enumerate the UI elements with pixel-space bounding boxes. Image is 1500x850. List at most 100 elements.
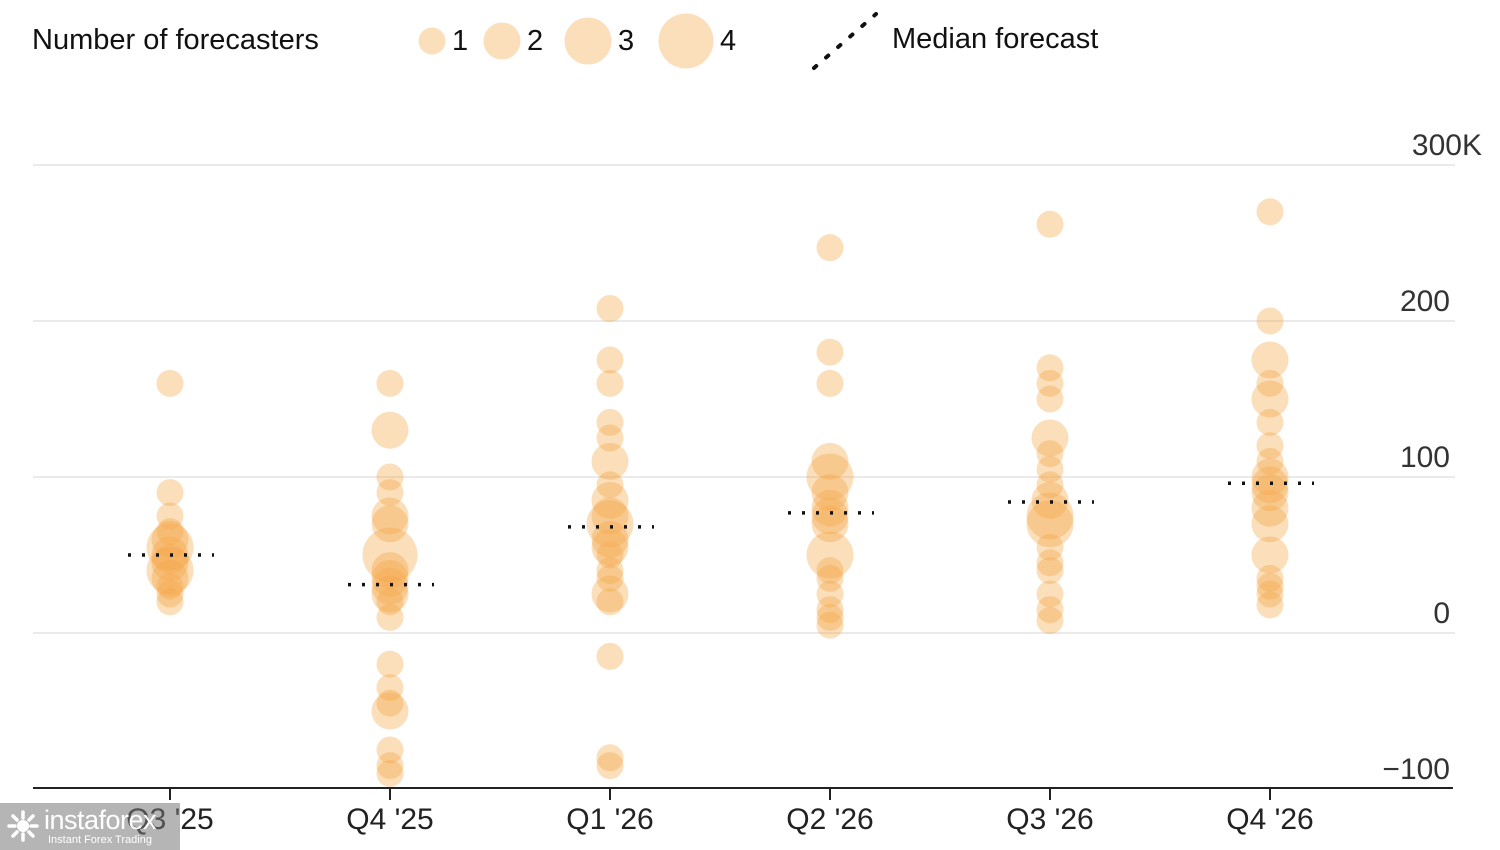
legend-median-line xyxy=(812,12,878,70)
forecast-bubble xyxy=(1256,307,1284,335)
bubble-marks xyxy=(146,198,1289,787)
forecast-bubble xyxy=(586,500,634,548)
bubble-group xyxy=(586,295,634,780)
watermark-name: instaforex xyxy=(44,805,157,835)
forecast-bubble xyxy=(816,580,844,608)
instaforex-logo-icon xyxy=(7,810,39,842)
forecast-bubble xyxy=(1251,380,1289,418)
forecast-bubble xyxy=(816,596,844,624)
forecast-bubble xyxy=(371,575,409,613)
forecast-bubble xyxy=(1256,447,1284,475)
forecast-bubble xyxy=(156,572,184,600)
legend-median-label: Median forecast xyxy=(892,23,1098,55)
forecast-bubble xyxy=(156,588,184,616)
forecast-bubble xyxy=(1026,500,1074,548)
x-tick-label: Q4 '26 xyxy=(1226,803,1313,836)
x-tick-label: Q4 '25 xyxy=(346,803,433,836)
forecast-bubble xyxy=(1036,369,1064,397)
forecast-bubble xyxy=(816,557,844,585)
forecast-bubble xyxy=(156,580,184,608)
forecast-bubble xyxy=(596,541,624,569)
forecast-bubble xyxy=(596,346,624,374)
forecast-bubble xyxy=(1036,549,1064,577)
forecast-bubble xyxy=(596,557,624,585)
forecast-bubble xyxy=(1251,505,1289,543)
legend-size-label: 2 xyxy=(527,25,543,57)
legend-median-item: Median forecast xyxy=(812,12,1098,70)
forecast-bubble xyxy=(596,588,624,616)
forecast-bubble xyxy=(151,559,189,597)
forecast-bubble xyxy=(1251,458,1289,496)
forecast-bubble xyxy=(151,520,189,558)
forecast-bubble xyxy=(1036,440,1064,468)
x-tick-label: Q1 '26 xyxy=(566,803,653,836)
forecast-bubble xyxy=(591,528,629,566)
forecast-bubble xyxy=(376,759,404,787)
x-tick-label: Q2 '26 xyxy=(786,803,873,836)
forecast-bubble xyxy=(1256,580,1284,608)
legend-size-bubble xyxy=(418,27,446,55)
forecast-bubble xyxy=(1251,536,1289,574)
forecast-bubble xyxy=(146,547,194,595)
forecast-bubble xyxy=(811,497,849,535)
bubble-group xyxy=(146,369,194,616)
forecast-bubble xyxy=(816,564,844,592)
forecast-bubble xyxy=(362,527,418,583)
legend-size-label: 3 xyxy=(618,25,634,57)
forecast-bubble xyxy=(816,338,844,366)
forecast-bubble xyxy=(371,411,409,449)
y-tick-label: 100 xyxy=(1400,441,1450,474)
watermark: instaforex Instant Forex Trading xyxy=(0,803,180,850)
forecast-bubble xyxy=(156,479,184,507)
median-markers xyxy=(128,481,1314,587)
forecast-bubble xyxy=(156,502,184,530)
forecast-bubble xyxy=(596,369,624,397)
legend-size-label: 1 xyxy=(452,25,468,57)
forecast-bubble xyxy=(811,474,849,512)
forecast-bubble xyxy=(371,505,409,543)
forecast-bubble xyxy=(1251,474,1289,512)
grid-lines xyxy=(33,164,1455,634)
forecast-bubble xyxy=(596,564,624,592)
legend-size-items: 1 2 3 4 xyxy=(418,13,736,69)
y-tick-label: 300K xyxy=(1412,129,1482,162)
x-tick-label: Q3 '26 xyxy=(1006,803,1093,836)
forecast-bubble xyxy=(811,442,849,480)
forecast-bubble xyxy=(1036,354,1064,382)
forecast-bubble xyxy=(1256,432,1284,460)
watermark-tagline: Instant Forex Trading xyxy=(48,834,152,846)
forecast-bubble xyxy=(376,674,404,702)
forecast-bubble xyxy=(806,531,854,579)
forecast-bubble xyxy=(1036,471,1064,499)
forecast-bubble xyxy=(376,588,404,616)
y-tick-label: −100 xyxy=(1382,753,1450,786)
bubble-group xyxy=(362,369,418,787)
forecast-bubble xyxy=(1036,580,1064,608)
forecast-bubble xyxy=(1036,455,1064,483)
forecast-bubble xyxy=(1256,591,1284,619)
forecast-bubble xyxy=(591,442,629,480)
forecast-bubble xyxy=(376,736,404,764)
forecast-bubble xyxy=(596,295,624,323)
forecast-bubble xyxy=(591,481,629,519)
forecast-bubble xyxy=(376,603,404,631)
y-tick-labels: 300K 200 100 0 −100 xyxy=(1382,129,1482,786)
forecast-bubble xyxy=(1031,419,1069,457)
y-tick-label: 200 xyxy=(1400,285,1450,318)
forecast-bubble xyxy=(376,689,404,717)
forecast-bubble xyxy=(596,408,624,436)
forecast-bubble xyxy=(591,575,629,613)
bubble-group xyxy=(806,234,854,639)
forecast-bubble xyxy=(811,505,849,543)
forecast-bubble xyxy=(371,497,409,535)
forecast-bubble xyxy=(816,603,844,631)
forecast-bubble xyxy=(596,424,624,452)
forecast-bubble xyxy=(816,369,844,397)
legend: Number of forecasters 1 2 3 4 Median foreca… xyxy=(32,12,1098,70)
forecast-bubble xyxy=(1256,572,1284,600)
forecast-bubble xyxy=(376,650,404,678)
forecast-bubble xyxy=(1256,564,1284,592)
forecast-bubble xyxy=(376,463,404,491)
